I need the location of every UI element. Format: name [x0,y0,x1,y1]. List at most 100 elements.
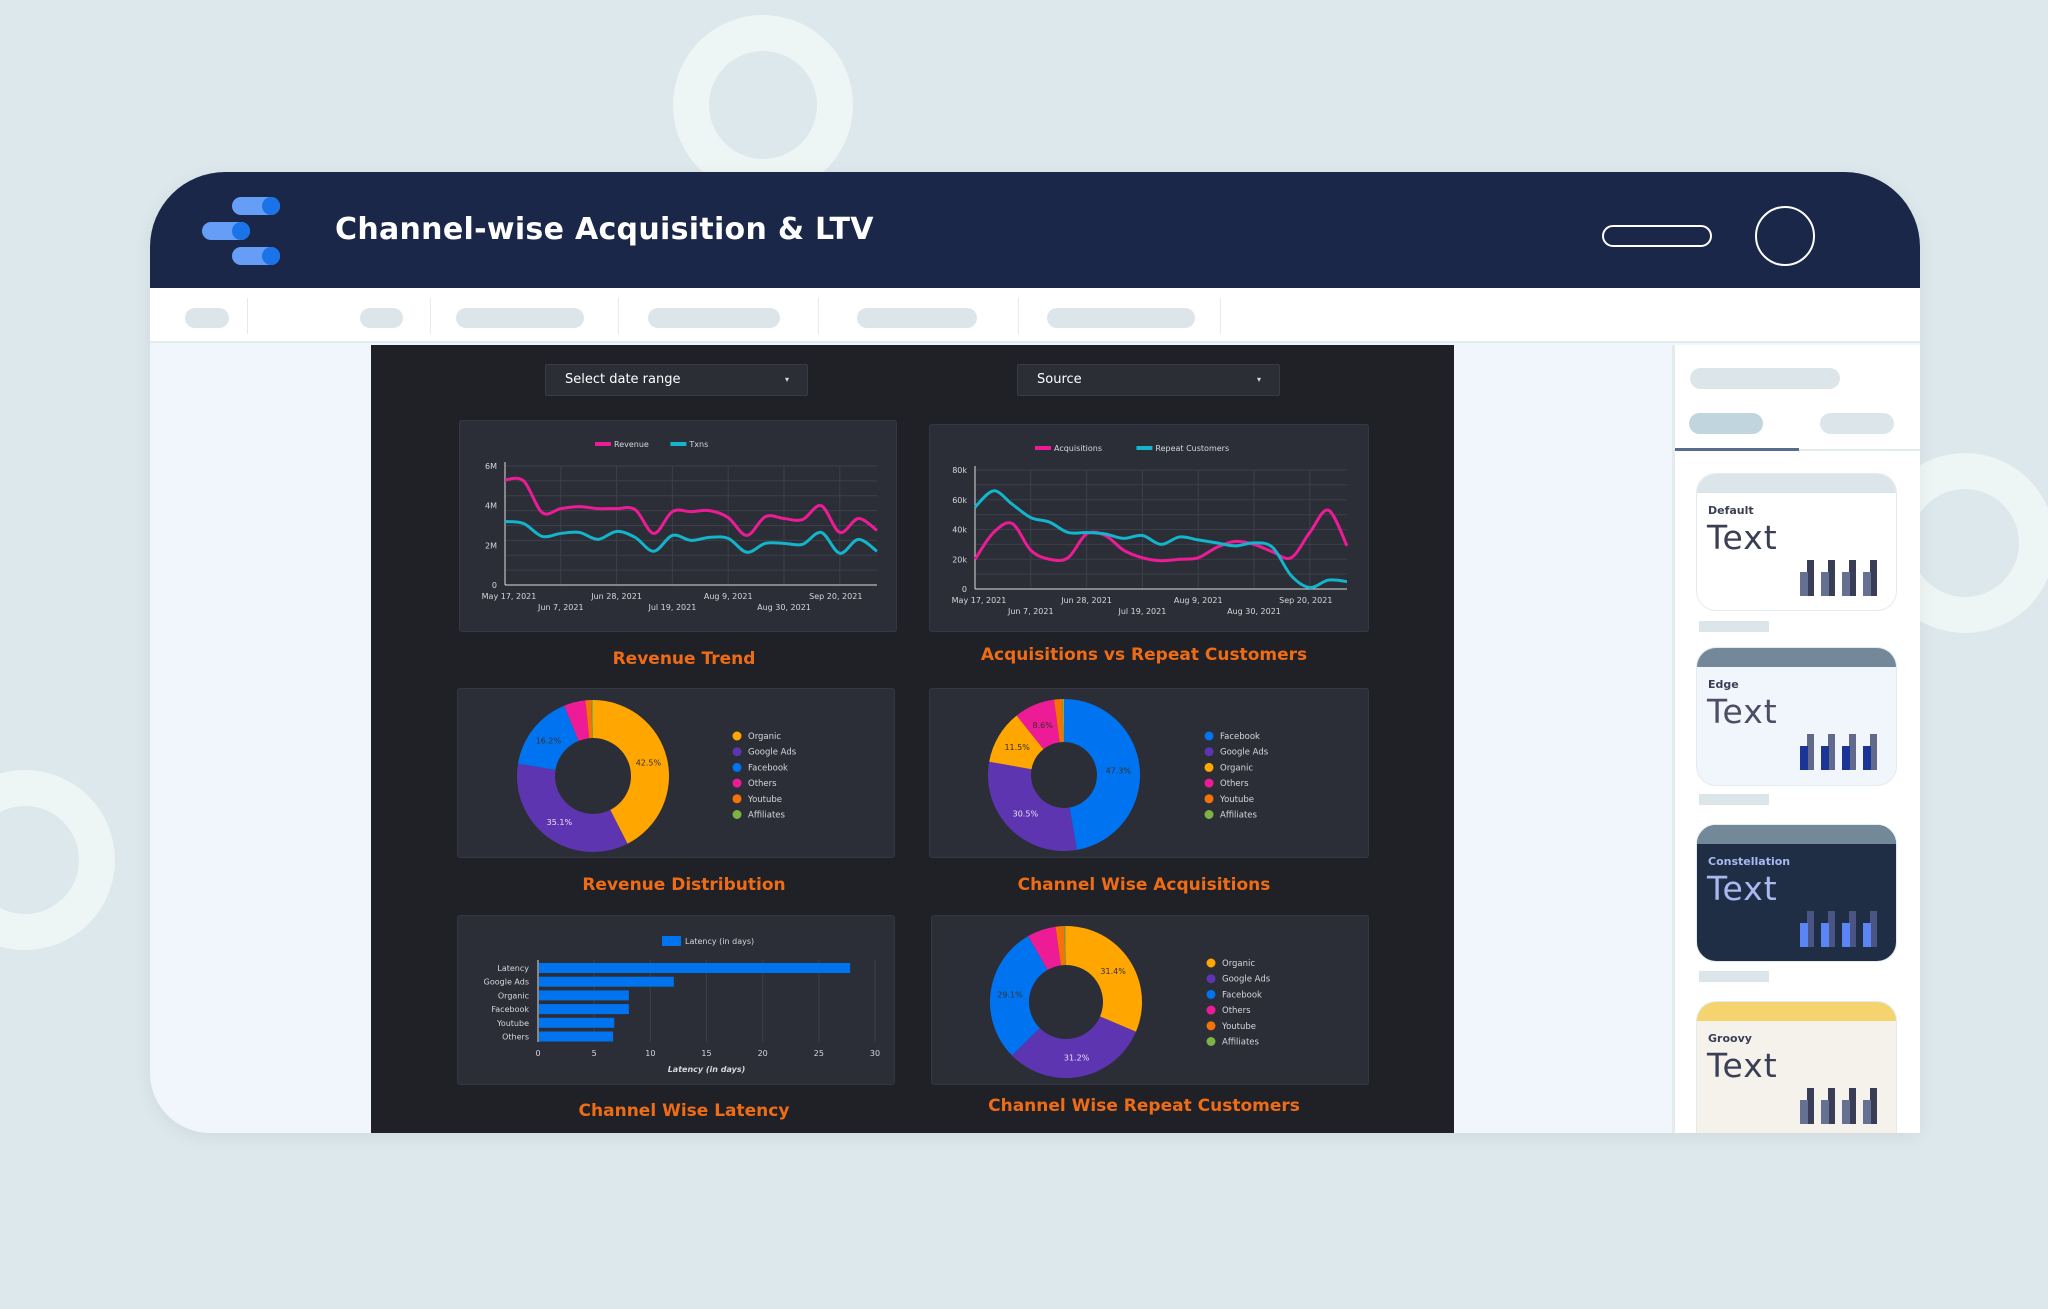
bar-organic [539,990,629,1001]
y-tick-label: 0 [962,585,967,594]
chart-title: Channel Wise Repeat Customers [988,1096,1300,1116]
x-tick-label: 0 [535,1049,540,1058]
y-tick-label: 20k [952,555,967,564]
acquisitions-vs-repeat-chart: 0 20k 40k 60k 80k May 17, 2021 Jun 7, 2021 Jun … [929,424,1369,632]
toolbar-placeholder[interactable] [857,308,977,328]
source-label: Source [1037,372,1082,387]
toolbar-placeholder[interactable] [648,308,780,328]
donut-slice-organic [593,700,669,844]
donut-slice-organic [1066,926,1142,1032]
y-tick-label: 40k [952,526,967,535]
source-dropdown[interactable]: Source ▾ [1017,364,1280,396]
chart-title: Channel Wise Acquisitions [1017,875,1271,895]
bar-short [1863,746,1871,770]
legend-swatch [1136,446,1153,450]
tab-themes[interactable] [1689,413,1763,434]
deco-ring [673,15,853,195]
legend-dot [1204,778,1214,788]
bar-short [1863,923,1871,947]
bar-short [1821,1100,1829,1124]
legend-swatch [670,442,687,446]
x-tick-label: 10 [645,1049,655,1058]
placeholder-bar [1699,621,1769,632]
bar-latency [539,963,851,973]
avatar[interactable] [1755,206,1815,266]
revenue-distribution-chart: 42.5% 35.1% 16.2% Organic Google Ads Facebook… [457,688,895,858]
toolbar-placeholder[interactable] [360,308,403,328]
legend-label: Google Ads [748,748,797,758]
chart-title: Acquisitions vs Repeat Customers [980,645,1308,665]
theme-header-strip [1697,1002,1896,1021]
legend-label: Organic [1220,763,1253,773]
x-tick-label: Jul 19, 2021 [1117,607,1166,616]
bar-short [1842,746,1850,770]
data-label: 35.1% [547,818,573,827]
tab-layout[interactable] [1820,413,1894,434]
tab-indicator [1675,448,1799,451]
x-axis-title: Latency (in days) [668,1065,746,1074]
divider [430,298,431,334]
caret-down-icon: ▾ [784,375,789,384]
legend-dot [732,794,742,804]
bar-short [1842,572,1850,596]
date-range-dropdown[interactable]: Select date range ▾ [545,364,808,396]
donut-slice-youtube [585,700,593,739]
legend-label: Revenue [614,440,649,449]
divider [818,298,819,334]
data-label: 16.2% [536,737,562,746]
series-line-acquisitions [973,508,1349,563]
bar-tall [1870,734,1877,770]
theme-card-default[interactable]: Default Text [1696,473,1897,611]
toolbar-placeholder[interactable] [456,308,584,328]
theme-card-constellation[interactable]: Constellation Text [1696,824,1897,962]
legend-label: Organic [748,732,781,742]
toolbar-placeholder[interactable] [185,308,229,328]
bar-youtube [539,1017,615,1028]
legend-dot [1206,1037,1216,1046]
bar-short [1821,923,1829,947]
legend-label: Others [748,779,777,789]
header-pill-button[interactable] [1602,225,1712,247]
legend-label: Others [1220,779,1249,789]
toolbar [150,288,1920,343]
legend-label: Youtube [1219,795,1254,805]
y-tick-label: Youtube [496,1019,529,1028]
legend-dot [1206,958,1216,968]
legend-dot [1204,762,1214,772]
theme-card-edge[interactable]: Edge Text [1696,647,1897,786]
bar-tall [1870,560,1877,596]
legend-dot [1206,989,1216,999]
x-tick-label: Jun 7, 2021 [1007,607,1054,616]
x-tick-label: 5 [592,1049,597,1058]
y-tick-label: Facebook [491,1005,529,1014]
data-label: 8.6% [1033,721,1054,730]
theme-sample-text: Text [1707,518,1778,557]
donut-slice-others [1016,699,1060,750]
toolbar-placeholder[interactable] [1047,308,1195,328]
data-label: 11.5% [1004,743,1030,752]
donut-slice-others [1028,926,1061,970]
channel-latency-chart: 0 5 10 15 20 25 30 Latency Google Ads Organic Face… [457,915,895,1085]
theme-name: Edge [1708,678,1739,691]
theme-header-strip [1697,474,1896,493]
divider [1220,298,1221,334]
chart-title: Revenue Distribution [582,875,786,895]
donut-slice-youtube [1055,926,1066,966]
data-label: 31.4% [1100,967,1126,976]
theme-card-groovy[interactable]: Groovy Text [1696,1001,1897,1133]
legend-label: Latency (in days) [685,937,754,946]
y-tick-label: Others [502,1033,529,1042]
bar-short [1800,923,1808,947]
chart-title: Revenue Trend [612,649,756,669]
legend-label: Affiliates [1220,811,1258,821]
series-line-revenue [504,476,878,537]
legend-label: Youtube [747,795,782,805]
chart-title: Channel Wise Latency [578,1101,790,1121]
bar-tall [1807,560,1814,596]
x-tick-label: 30 [870,1049,880,1058]
theme-sample-text: Text [1707,1046,1778,1085]
y-tick-label: 0 [492,581,497,590]
bar-tall [1828,1088,1835,1124]
legend-dot [1204,747,1214,757]
